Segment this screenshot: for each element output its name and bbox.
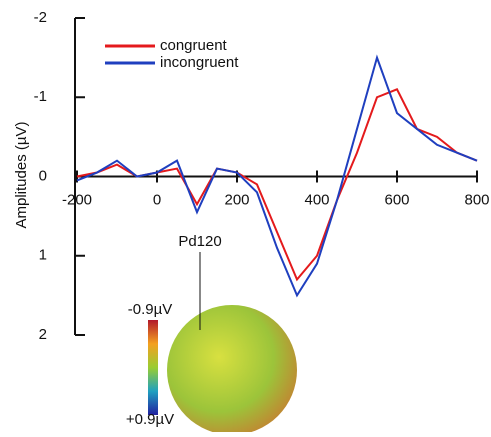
x-tick-label: 200 xyxy=(224,191,249,208)
x-tick-label: 600 xyxy=(384,191,409,208)
colorbar xyxy=(148,320,158,415)
series-line xyxy=(76,88,478,282)
colorbar-label: +0.9µV xyxy=(126,411,174,428)
colorbar-label: -0.9µV xyxy=(128,301,173,318)
legend-label: congruent xyxy=(160,37,228,54)
head-map xyxy=(167,305,297,435)
y-tick-label: 2 xyxy=(39,326,47,343)
x-tick-label: 0 xyxy=(153,191,161,208)
x-tick-label: -200 xyxy=(62,191,92,208)
x-tick-label: 400 xyxy=(304,191,329,208)
y-tick-label: -1 xyxy=(34,88,47,105)
y-tick-label: 1 xyxy=(39,247,47,264)
legend-label: incongruent xyxy=(160,54,239,71)
series-line xyxy=(76,54,478,298)
y-tick-label: 0 xyxy=(39,167,47,184)
x-tick-label: 800 xyxy=(464,191,489,208)
y-tick-label: -2 xyxy=(34,9,47,26)
y-axis-label: Amplitudes (µV) xyxy=(13,121,30,228)
annotation: Pd120 xyxy=(178,233,221,250)
